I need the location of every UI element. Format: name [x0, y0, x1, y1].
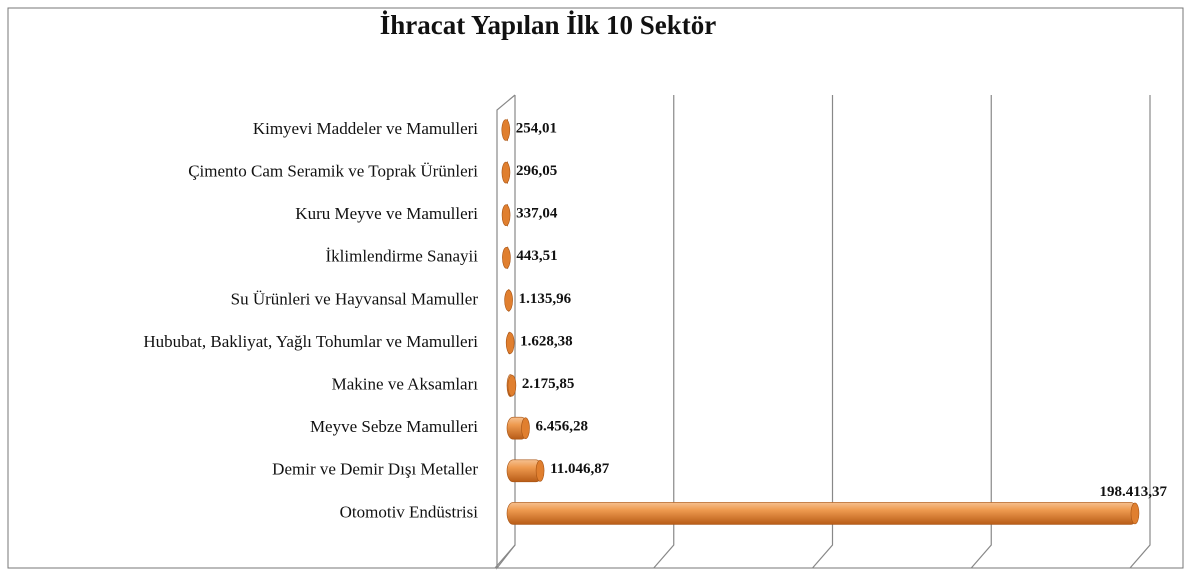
- y-tick-label: Çimento Cam Seramik ve Toprak Ürünleri: [188, 162, 478, 181]
- axis-wall: [496, 94, 516, 570]
- value-label: 11.046,87: [550, 461, 610, 477]
- y-tick-label: Su Ürünleri ve Hayvansal Mamuller: [231, 289, 479, 308]
- value-label: 296,05: [516, 163, 557, 179]
- y-tick-label: İklimlendirme Sanayii: [326, 247, 479, 266]
- bar-cap: [504, 289, 513, 312]
- y-tick-label: Makine ve Aksamları: [332, 375, 479, 394]
- bar-cap: [502, 246, 511, 269]
- bar-cap: [507, 374, 517, 397]
- bar-cap: [501, 119, 511, 141]
- bar-cap: [1130, 502, 1140, 525]
- value-label: 2.175,85: [522, 376, 575, 392]
- y-tick-label: Demir ve Demir Dışı Metaller: [272, 460, 478, 479]
- value-label: 1.628,38: [520, 333, 573, 349]
- grid-line: [970, 95, 992, 569]
- value-label: 443,51: [516, 248, 557, 264]
- chart-border: [7, 7, 1184, 569]
- y-tick-label: Otomotiv Endüstrisi: [340, 502, 479, 521]
- grid-line: [653, 95, 675, 569]
- grid-line: [812, 95, 834, 569]
- bar-cap: [535, 459, 545, 482]
- value-label: 1.135,96: [519, 291, 572, 307]
- bar-cap: [505, 332, 515, 354]
- grid-line: [1129, 95, 1151, 569]
- y-tick-label: Meyve Sebze Mamulleri: [310, 417, 478, 436]
- bar-cap: [521, 417, 530, 440]
- value-label: 198.413,37: [1099, 484, 1167, 500]
- y-tick-label: Kuru Meyve ve Mamulleri: [295, 204, 478, 223]
- value-label: 254,01: [516, 120, 557, 136]
- value-label: 6.456,28: [535, 419, 588, 435]
- y-tick-label: Kimyevi Maddeler ve Mamulleri: [253, 119, 478, 138]
- bar-cap: [501, 204, 511, 226]
- bar-cap: [501, 161, 511, 184]
- y-tick-label: Hububat, Bakliyat, Yağlı Tohumlar ve Mam…: [143, 332, 478, 351]
- grid-line: [494, 95, 516, 569]
- chart-title: İhracat Yapılan İlk 10 Sektör: [380, 10, 717, 40]
- bar: [506, 502, 1138, 525]
- value-label: 337,04: [516, 206, 558, 222]
